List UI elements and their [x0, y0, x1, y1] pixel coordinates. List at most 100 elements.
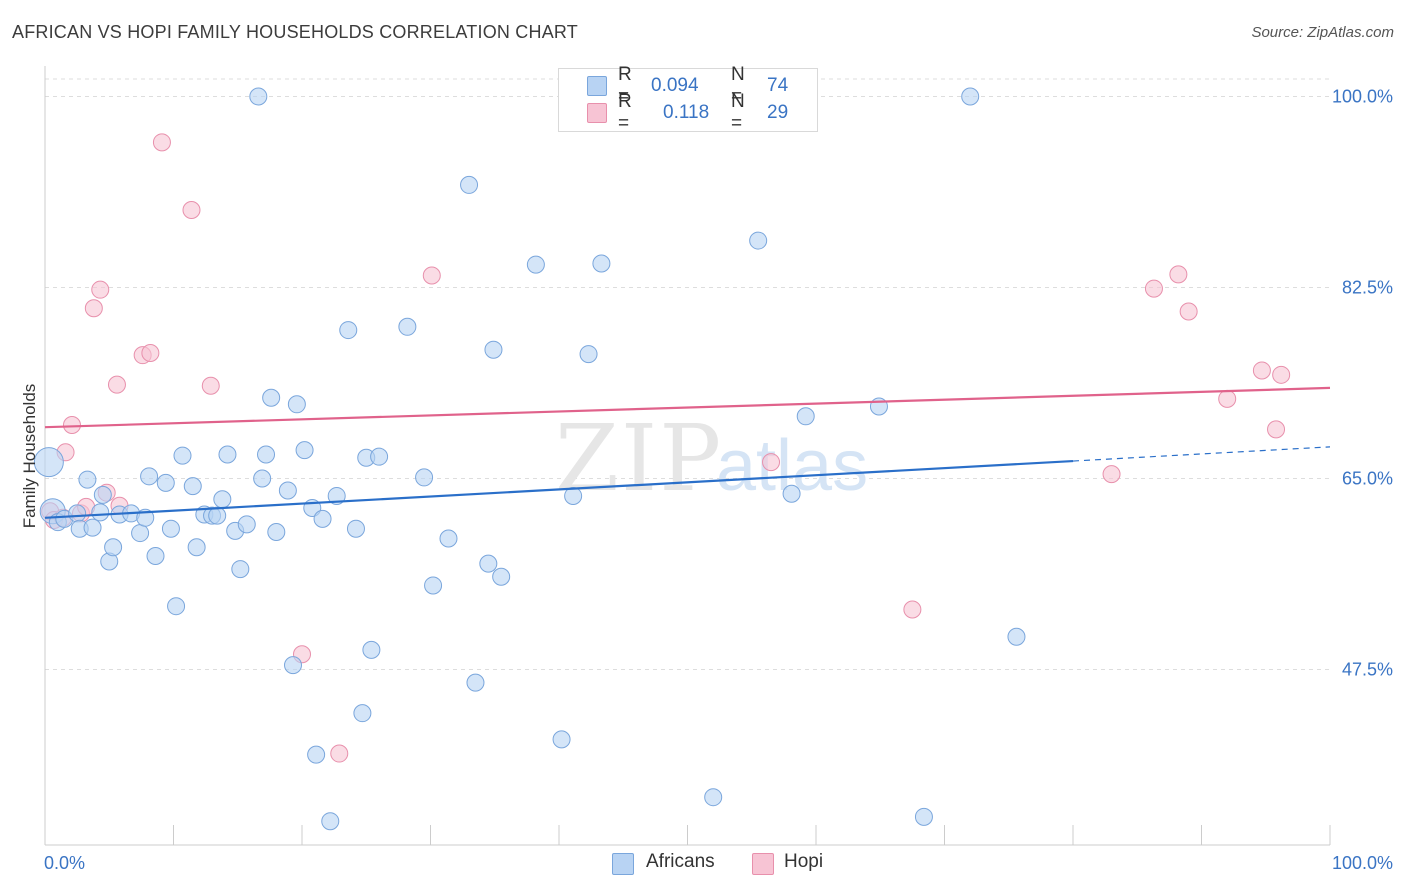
africans-point-64 — [579, 345, 598, 364]
africans-point-19 — [161, 519, 180, 538]
africans-point-20 — [167, 597, 186, 616]
africans-point-43 — [313, 509, 332, 528]
correlation-legend: R = 0.094 N = 74 R = 0.118 N = 29 — [558, 64, 818, 134]
hopi-n-label: N = — [731, 91, 745, 134]
africans-point-63 — [564, 486, 583, 505]
hopi-point-21 — [903, 600, 922, 619]
africans-point-14 — [131, 524, 150, 543]
africans-n-value: 74 — [767, 75, 789, 96]
y-tick-label-3: 100.0% — [1332, 87, 1393, 107]
africans-point-46 — [339, 321, 358, 340]
africans-point-35 — [262, 388, 281, 407]
africans-point-30 — [231, 560, 250, 579]
africans-point-31 — [237, 515, 256, 534]
x-tick-label-max: 100.0% — [1332, 853, 1393, 873]
africans-point-61 — [526, 255, 545, 274]
hopi-point-4 — [62, 416, 81, 435]
hopi-point-25 — [1179, 302, 1198, 321]
africans-point-0 — [33, 447, 64, 478]
hopi-point-15 — [182, 201, 201, 220]
hopi-legend-label: Hopi — [784, 851, 824, 872]
hopi-point-23 — [1144, 279, 1163, 298]
africans-point-33 — [253, 469, 272, 488]
africans-point-36 — [267, 522, 286, 541]
africans-point-26 — [208, 506, 227, 525]
hopi-swatch — [587, 103, 607, 123]
trend-lines — [44, 386, 1331, 519]
hopi-legend-swatch — [752, 853, 774, 875]
hopi-n-value: 29 — [767, 102, 789, 123]
africans-point-21 — [173, 446, 192, 465]
africans-point-40 — [295, 441, 314, 460]
africans-point-17 — [146, 546, 165, 565]
africans-point-48 — [353, 704, 372, 723]
hopi-point-19 — [422, 266, 441, 285]
hopi-point-7 — [84, 299, 103, 318]
africans-point-68 — [782, 484, 801, 503]
africans-point-71 — [914, 807, 933, 826]
africans-legend-swatch — [612, 853, 634, 875]
axis-labels: 47.5% 65.0% 82.5% 100.0% 0.0% 100.0% Family Ho… — [20, 87, 1393, 874]
africans-point-18 — [156, 473, 175, 492]
hopi-point-10 — [107, 375, 126, 394]
y-tick-label-2: 82.5% — [1342, 278, 1393, 298]
hopi-r-label: R = — [618, 91, 632, 134]
africans-points — [33, 87, 1026, 831]
africans-point-42 — [307, 745, 326, 764]
chart-title: AFRICAN VS HOPI FAMILY HOUSEHOLDS CORREL… — [12, 22, 578, 42]
africans-r-label: R = — [618, 64, 632, 107]
hopi-r-value: 0.118 — [663, 102, 710, 123]
africans-point-32 — [249, 87, 268, 106]
africans-point-54 — [424, 576, 443, 595]
africans-point-23 — [187, 538, 206, 557]
hopi-point-24 — [1169, 265, 1188, 284]
hopi-point-20 — [762, 453, 781, 472]
africans-point-9 — [93, 485, 112, 504]
africans-point-37 — [278, 481, 297, 500]
hopi-trend-line — [44, 386, 1331, 429]
africans-point-58 — [479, 554, 498, 573]
africans-point-27 — [213, 490, 232, 509]
africans-point-16 — [140, 467, 159, 486]
hopi-point-8 — [91, 280, 110, 299]
africans-point-53 — [415, 468, 434, 487]
hopi-point-26 — [1218, 389, 1237, 408]
grid-layer — [45, 78, 1330, 670]
africans-point-56 — [460, 175, 479, 194]
africans-point-57 — [466, 673, 485, 692]
africans-point-6 — [78, 470, 97, 489]
africans-point-22 — [183, 477, 202, 496]
hopi-point-16 — [201, 376, 220, 395]
africans-point-8 — [91, 503, 110, 522]
hopi-point-28 — [1267, 420, 1286, 439]
africans-point-39 — [287, 395, 306, 414]
africans-point-4 — [68, 504, 87, 523]
africans-swatch — [587, 76, 607, 96]
africans-point-38 — [284, 656, 303, 675]
africans-point-7 — [83, 518, 102, 537]
africans-legend-label: Africans — [646, 851, 715, 872]
x-tick-label-min: 0.0% — [44, 853, 85, 873]
africans-point-73 — [1007, 627, 1026, 646]
hopi-point-18 — [330, 744, 349, 763]
africans-r-value: 0.094 — [651, 75, 699, 96]
y-tick-label-1: 65.0% — [1342, 469, 1393, 489]
africans-point-60 — [492, 567, 511, 586]
africans-point-59 — [484, 340, 503, 359]
africans-point-69 — [796, 407, 815, 426]
africans-point-28 — [218, 445, 237, 464]
africans-point-45 — [327, 486, 346, 505]
africans-point-66 — [704, 788, 723, 807]
africans-point-72 — [961, 87, 980, 106]
africans-trend-extension — [1072, 446, 1331, 462]
africans-n-label: N = — [731, 64, 745, 107]
hopi-point-27 — [1252, 361, 1271, 380]
y-tick-label-0: 47.5% — [1342, 660, 1393, 680]
watermark-zip: ZIP — [555, 405, 723, 512]
africans-trend-line — [44, 459, 1074, 519]
hopi-point-29 — [1272, 365, 1291, 384]
africans-point-67 — [749, 231, 768, 250]
africans-point-62 — [552, 730, 571, 749]
africans-point-51 — [370, 447, 389, 466]
